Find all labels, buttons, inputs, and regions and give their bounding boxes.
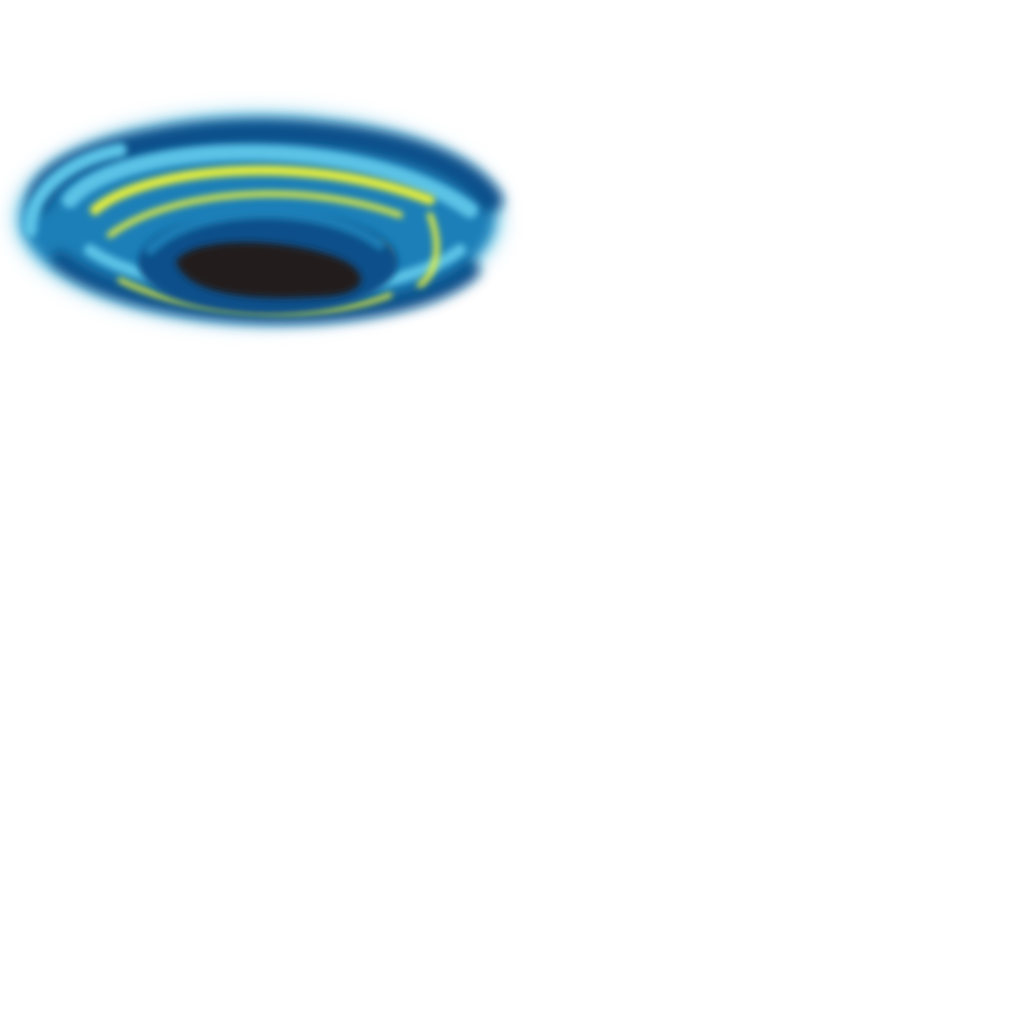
swirl-dark-core [176,242,361,298]
swirl-yellow-streaks [90,165,440,315]
